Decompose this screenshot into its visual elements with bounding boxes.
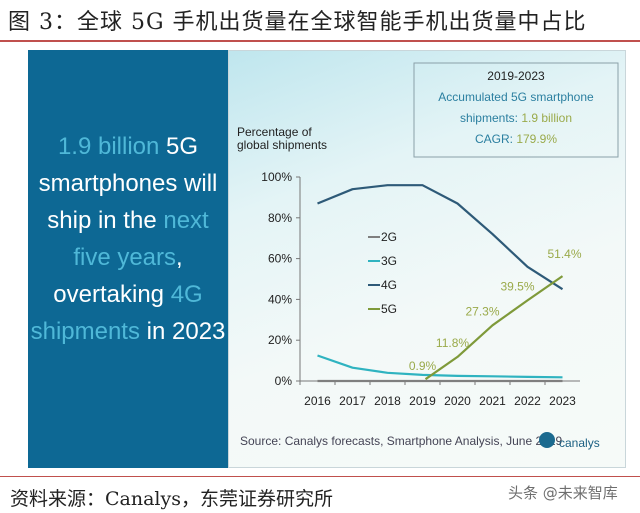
info-line3-label: shipments: (460, 111, 521, 125)
info-box (413, 62, 619, 158)
headline-highlight: 1.9 billion (57, 133, 160, 160)
data-label-5g: 51.4% (547, 247, 581, 261)
y-tick-label: 60% (268, 252, 292, 266)
bottom-divider (0, 476, 640, 477)
series-line-4g (317, 184, 564, 291)
data-label-5g: 39.5% (500, 279, 534, 293)
chart-panel (228, 50, 626, 468)
x-tick-label: 2018 (374, 394, 401, 408)
series-line-3g (317, 354, 563, 379)
left-panel (28, 50, 228, 468)
x-tick-label: 2019 (409, 394, 436, 408)
y-tick-label: 80% (268, 211, 292, 225)
y-tick-label: 40% (268, 292, 292, 306)
canalys-logo: canalys (559, 436, 600, 450)
data-label-5g: 11.8% (436, 336, 469, 350)
headline-part: 5G smartphones will ship in the (38, 133, 218, 234)
x-tick-label: 2017 (339, 394, 366, 408)
info-line1: 2019-2023 (487, 69, 545, 83)
info-line3: shipments: 1.9 billion (460, 111, 572, 125)
x-tick-label: 2016 (304, 394, 331, 408)
legend-label-5g: 5G (381, 302, 397, 316)
watermark: 头条 @未来智库 (508, 484, 618, 502)
series-line-5g (424, 275, 564, 381)
x-tick-label: 2021 (479, 394, 506, 408)
info-line4-label: CAGR: (475, 132, 516, 146)
y-axis-label-1: Percentage of (237, 125, 312, 139)
legend-label-3g: 3G (381, 254, 397, 268)
info-line4: CAGR: 179.9% (475, 132, 557, 146)
source-note: 资料来源：Canalys，东莞证券研究所 (10, 488, 333, 510)
headline-highlight: next five years (73, 207, 209, 271)
y-tick-label: 20% (268, 333, 292, 347)
y-axis-label-2: global shipments (237, 138, 327, 152)
canalys-logo-icon (539, 432, 555, 448)
headline-part: in 2023 (139, 318, 226, 345)
info-line4-value: 179.9% (516, 132, 557, 146)
headline-text: 1.9 billion 5G smartphones will ship in … (30, 128, 226, 350)
data-label-5g: 0.9% (409, 359, 437, 373)
chart-source: Source: Canalys forecasts, Smartphone An… (240, 434, 563, 448)
figure-title: 图 3：全球 5G 手机出货量在全球智能手机出货量中占比 (8, 10, 587, 35)
legend-label-4g: 4G (381, 278, 397, 292)
x-tick-label: 2023 (549, 394, 576, 408)
headline-highlight: 4G shipments (30, 281, 203, 345)
headline-part: , overtaking (53, 244, 183, 308)
legend-label-2g: 2G (381, 230, 397, 244)
x-tick-label: 2022 (514, 394, 541, 408)
info-line2: Accumulated 5G smartphone (438, 90, 594, 104)
y-tick-label: 0% (275, 374, 293, 388)
data-label-5g: 27.3% (465, 304, 499, 318)
info-line3-value: 1.9 billion (521, 111, 572, 125)
x-tick-label: 2020 (444, 394, 471, 408)
top-divider (0, 40, 640, 42)
y-tick-label: 100% (261, 170, 292, 184)
